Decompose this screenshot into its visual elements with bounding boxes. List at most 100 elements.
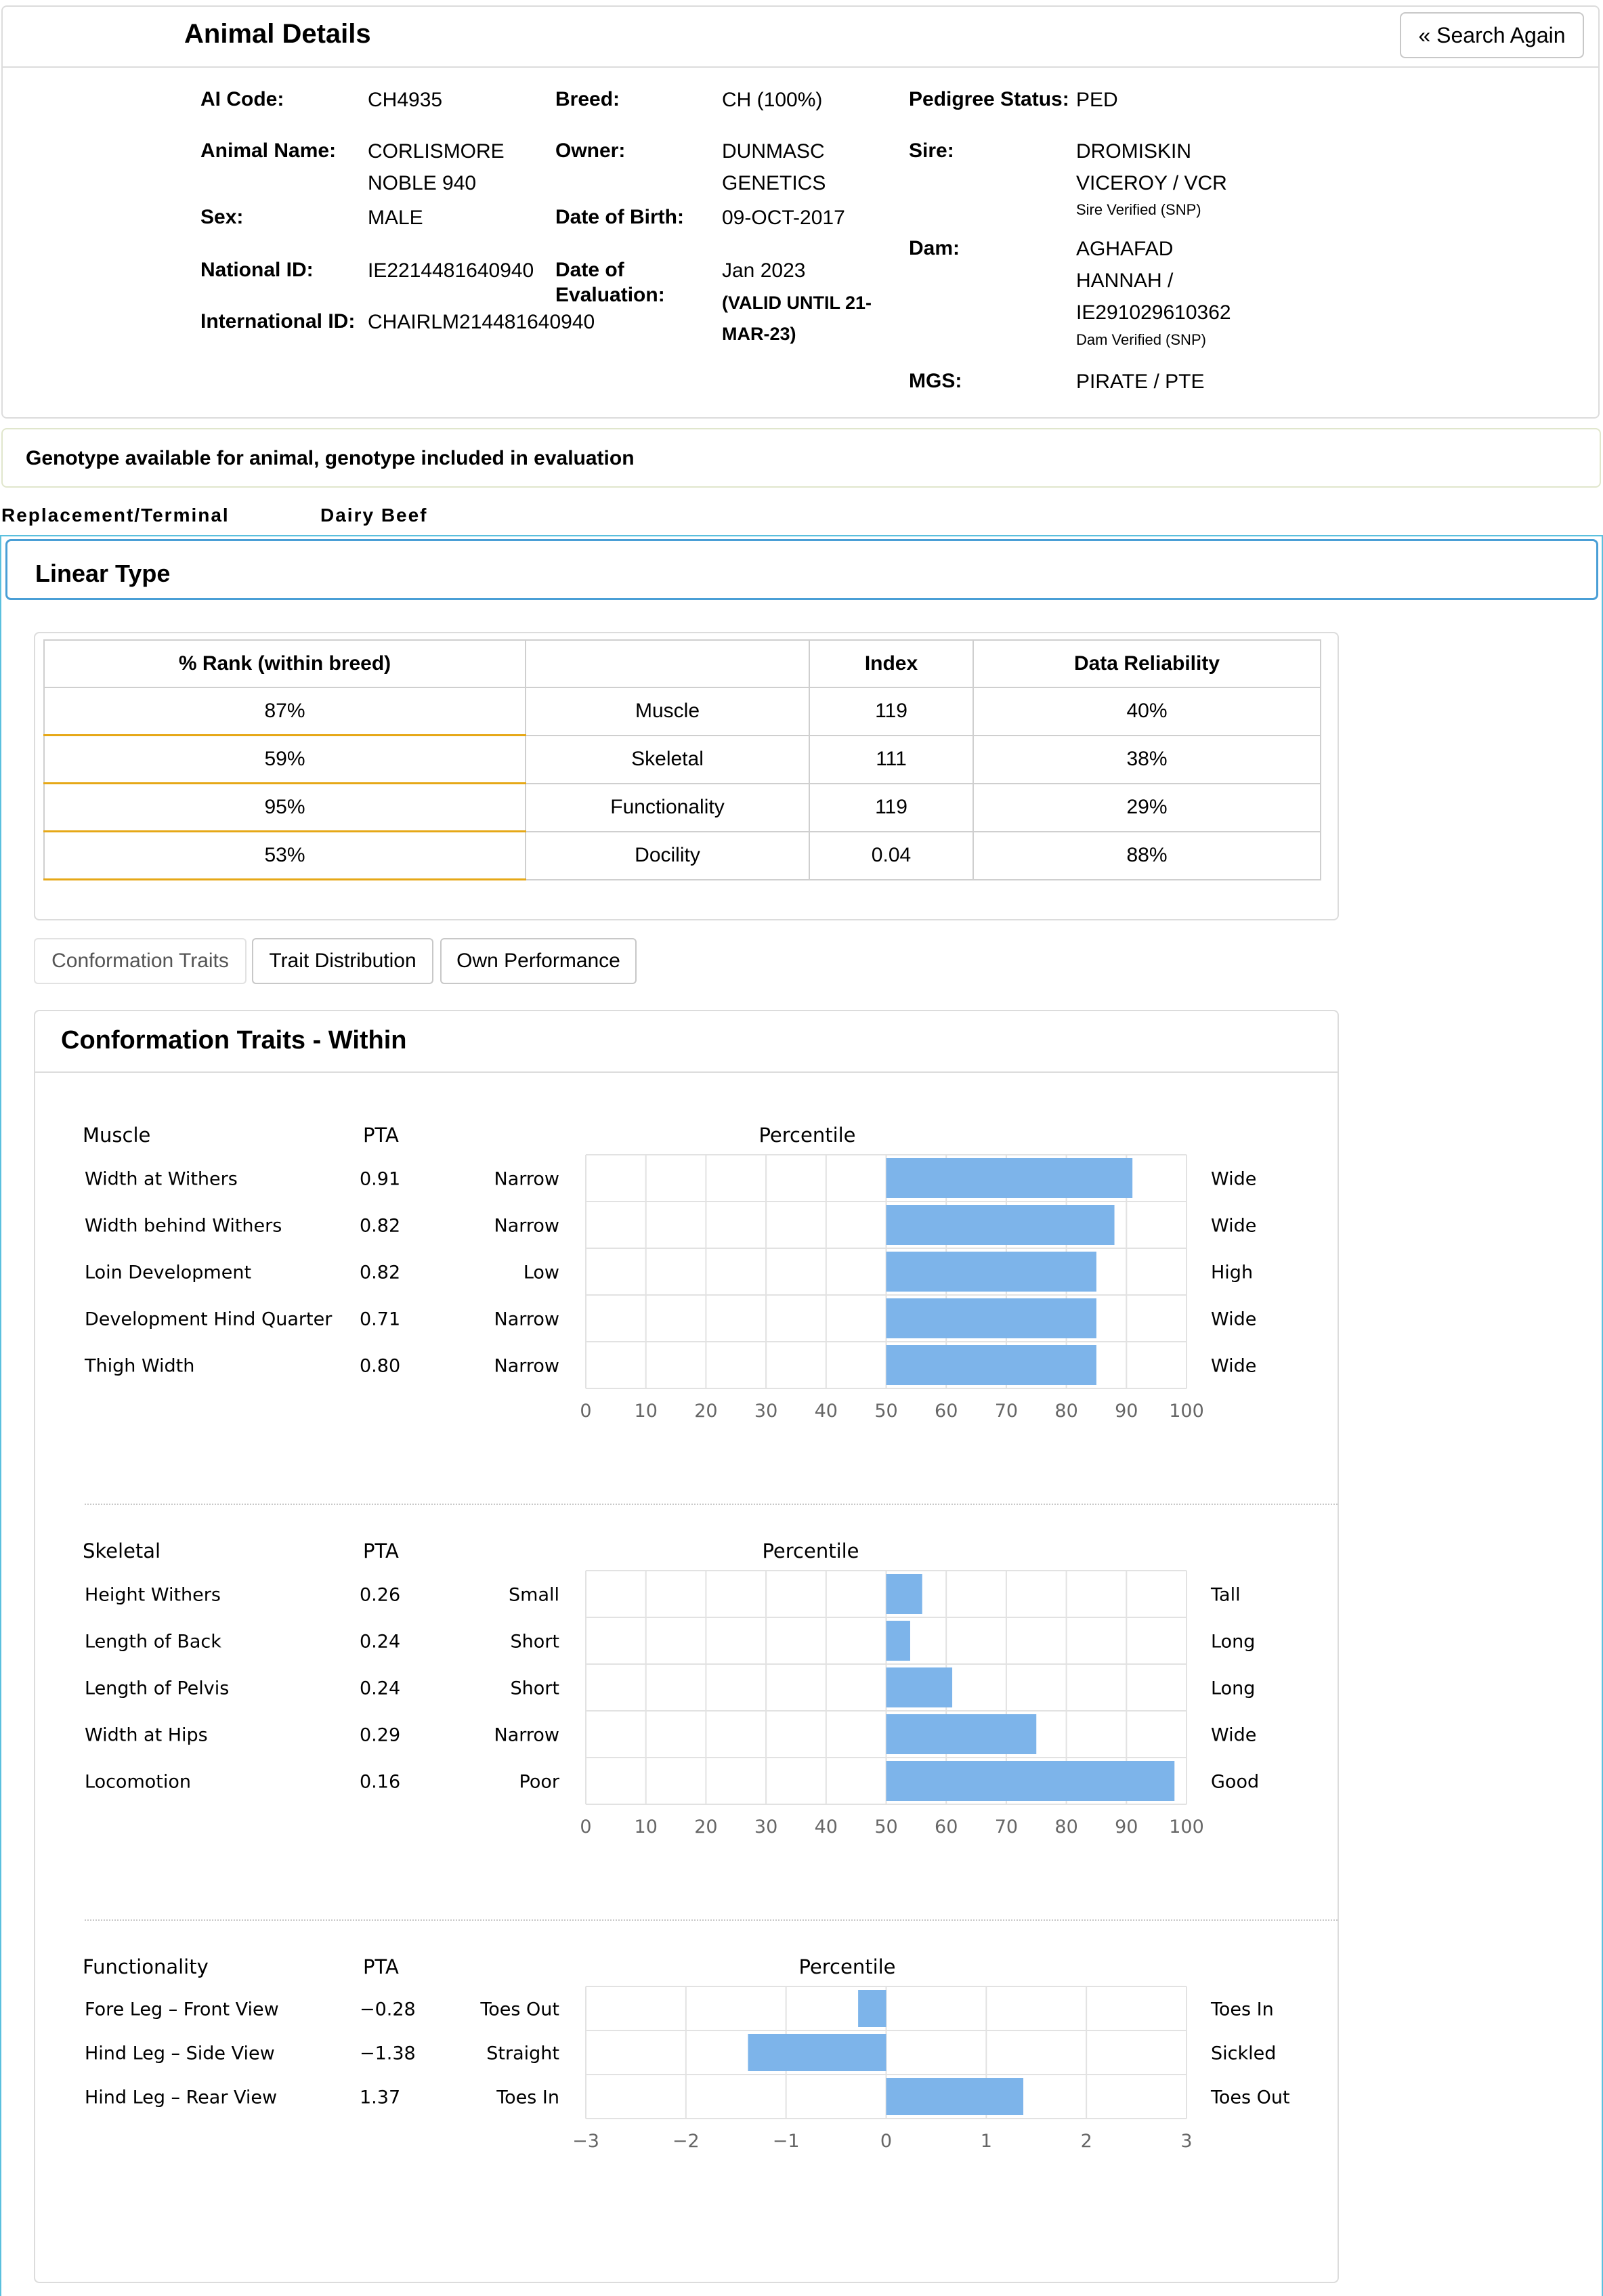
chart-pta-value: 0.29 [360, 1725, 400, 1746]
chart-bar [886, 1761, 1175, 1801]
chart-pta-value: −1.38 [360, 2043, 416, 2064]
intl-id-value: CHAIRLM214481640940 [368, 311, 595, 333]
chart-low-label: Narrow [494, 1725, 559, 1746]
chart-trait-label: Width at Hips [85, 1725, 208, 1746]
table-row: 59% Skeletal 111 38% [43, 734, 1321, 784]
chart-trait-label: Hind Leg – Side View [85, 2043, 275, 2064]
dam-line3: IE291029610362 [1076, 301, 1231, 324]
chart-bar [886, 1205, 1115, 1245]
sire-line2: VICEROY / VCR [1076, 172, 1227, 194]
dam-verified-note: Dam Verified (SNP) [1076, 331, 1206, 348]
trait-cell: Muscle [525, 687, 810, 736]
chart-bar [886, 1574, 922, 1614]
chart-low-label: Low [523, 1262, 559, 1283]
genotype-notice [1, 428, 1601, 488]
chart-trait-label: Loin Development [85, 1262, 251, 1283]
chart-trait-label: Fore Leg – Front View [85, 1999, 279, 2020]
breed-value: CH (100%) [722, 89, 823, 111]
tab-trait-distribution[interactable]: Trait Distribution [252, 938, 433, 984]
conformation-title: Conformation Traits - Within [61, 1026, 407, 1055]
chart-tick-label: −3 [572, 2131, 599, 2152]
trait-cell: Skeletal [525, 734, 810, 784]
chart-trait-label: Hind Leg – Rear View [85, 2087, 277, 2108]
valid-until-line1: (VALID UNTIL 21- [722, 293, 872, 313]
chart-pta-value: −0.28 [360, 1999, 416, 2020]
chart-tick-label: 60 [935, 1401, 958, 1422]
index-cell: 119 [809, 687, 974, 736]
chart-divider [85, 1919, 1338, 1921]
chart-tick-label: 1 [981, 2131, 992, 2152]
chart-tick-label: 60 [935, 1816, 958, 1837]
dob-value: 09-OCT-2017 [722, 207, 845, 229]
chart-high-label: Good [1211, 1772, 1259, 1793]
genotype-notice-text: Genotype available for animal, genotype … [26, 447, 635, 469]
chart-bar [886, 1667, 953, 1707]
chart-bar [886, 1158, 1133, 1198]
sex-label: Sex: [200, 206, 244, 228]
ai-code-label: AI Code: [200, 88, 284, 110]
national-id-label: National ID: [200, 259, 314, 281]
chart-tick-label: 50 [874, 1816, 897, 1837]
rank-table: % Rank (within breed) Index Data Reliabi… [43, 639, 1321, 880]
chart-trait-label: Locomotion [85, 1772, 191, 1793]
mgs-value: PIRATE / PTE [1076, 370, 1205, 393]
chart-high-label: Wide [1211, 1216, 1256, 1237]
chart-high-label: Long [1211, 1632, 1255, 1653]
animal-name-line2: NOBLE 940 [368, 172, 477, 194]
chart-bar [748, 2034, 886, 2071]
chart-bar [886, 1345, 1096, 1385]
rank-cell: 95% [43, 782, 526, 832]
chart-tick-label: 100 [1169, 1401, 1204, 1422]
chart-tick-label: 70 [995, 1816, 1018, 1837]
chart-low-label: Straight [486, 2043, 559, 2064]
chart-pta-value: 1.37 [360, 2087, 400, 2108]
chart-bar [886, 1298, 1096, 1338]
chart-tick-label: 3 [1180, 2131, 1192, 2152]
chart-low-label: Short [511, 1632, 559, 1653]
chart-tick-label: 2 [1081, 2131, 1092, 2152]
chart-low-label: Toes Out [479, 1999, 559, 2020]
chart-tick-label: 40 [815, 1816, 838, 1837]
chart-trait-label: Thigh Width [84, 1356, 194, 1377]
header-index: Index [809, 639, 974, 688]
sire-line1: DROMISKIN [1076, 140, 1192, 163]
chart-tick-label: 20 [694, 1816, 717, 1837]
chart-tick-label: 50 [874, 1401, 897, 1422]
table-row: 87% Muscle 119 40% [43, 687, 1321, 736]
search-again-button[interactable]: « Search Again [1400, 12, 1584, 58]
chart-tick-label: 90 [1115, 1816, 1138, 1837]
linear-type-section [0, 535, 1603, 2296]
section-dairy-beef[interactable]: Dairy Beef [320, 505, 428, 526]
tab-own-performance[interactable]: Own Performance [440, 938, 637, 984]
chart-title: Percentile [798, 1955, 895, 1978]
chart-tick-label: 30 [754, 1401, 777, 1422]
chart-bar [858, 1990, 886, 2027]
animal-name-line1: CORLISMORE [368, 140, 505, 163]
chart-low-label: Short [511, 1678, 559, 1699]
sex-value: MALE [368, 207, 423, 229]
chart-tick-label: 20 [694, 1401, 717, 1422]
chart-low-label: Narrow [494, 1309, 559, 1330]
chart-tick-label: 70 [995, 1401, 1018, 1422]
chart-trait-label: Height Withers [85, 1585, 221, 1606]
index-cell: 111 [809, 734, 974, 784]
section-replacement-terminal[interactable]: Replacement/Terminal [1, 505, 230, 526]
chart-trait-label: Width at Withers [85, 1169, 238, 1190]
chart-tick-label: −1 [773, 2131, 800, 2152]
tab-conformation-traits[interactable]: Conformation Traits [34, 938, 247, 984]
chart-high-label: Toes Out [1210, 2087, 1290, 2108]
header-trait [525, 639, 810, 688]
chart-high-label: Wide [1211, 1356, 1256, 1377]
animal-name-label: Animal Name: [200, 140, 337, 162]
chart-tick-label: 0 [880, 2131, 892, 2152]
trait-cell: Functionality [525, 782, 810, 832]
chart-tick-label: 40 [815, 1401, 838, 1422]
intl-id-label: International ID: [200, 310, 356, 333]
chart-tick-label: 0 [580, 1401, 591, 1422]
chart-low-label: Small [509, 1585, 559, 1606]
rank-cell: 59% [43, 734, 526, 784]
chart-divider [85, 1504, 1338, 1505]
pedigree-value: PED [1076, 89, 1118, 111]
chart-pta-header: PTA [363, 1955, 399, 1978]
chart-pta-value: 0.24 [360, 1678, 400, 1699]
